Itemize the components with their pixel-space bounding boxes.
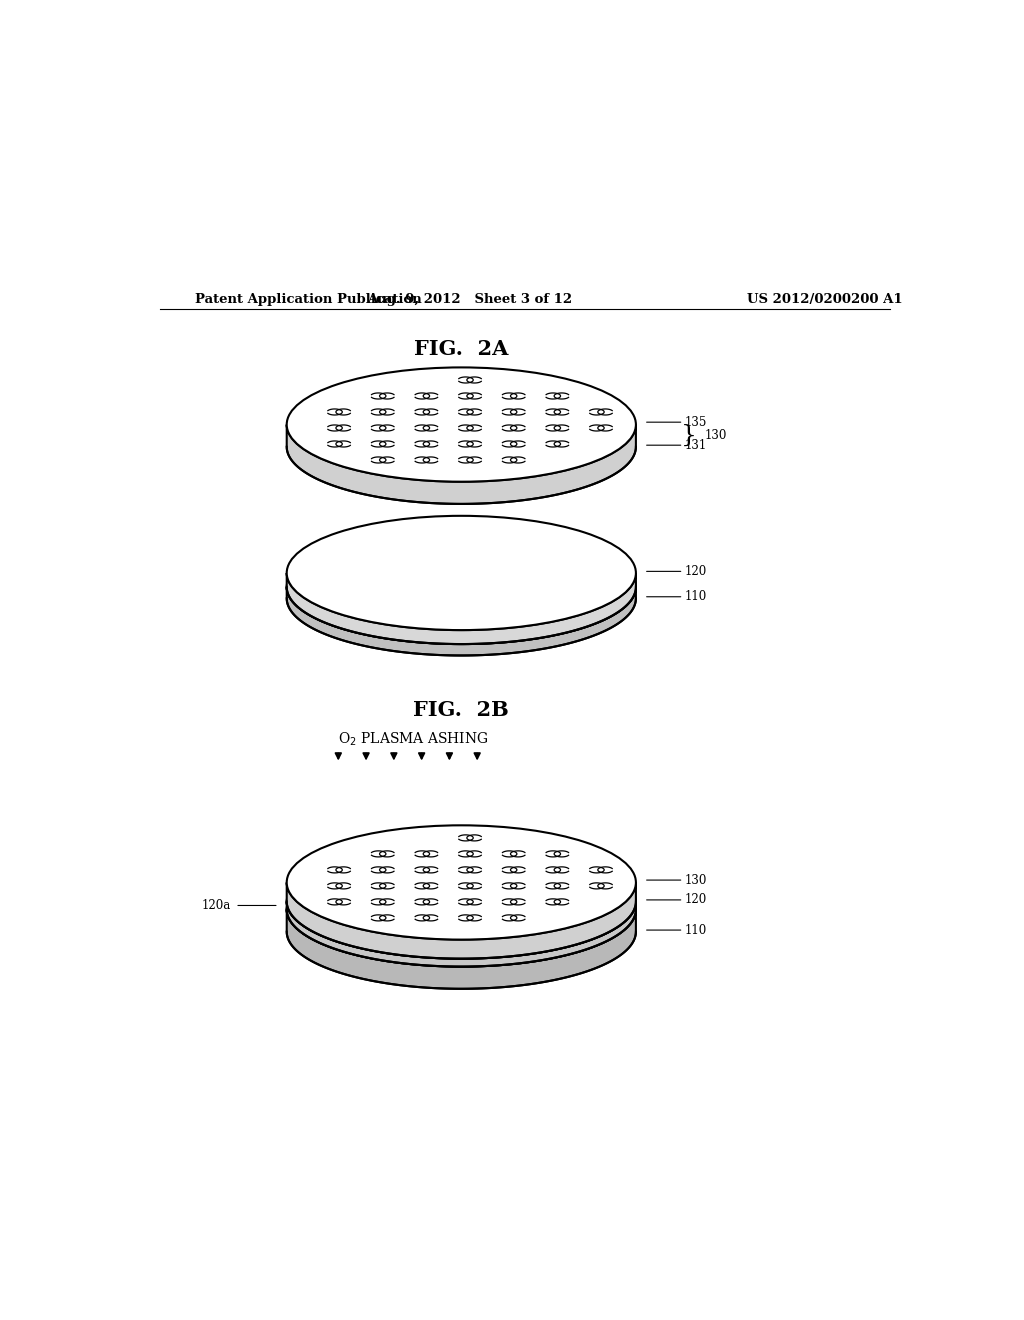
Text: 120: 120	[685, 894, 708, 907]
Text: 130: 130	[685, 874, 708, 887]
Text: Aug. 9, 2012   Sheet 3 of 12: Aug. 9, 2012 Sheet 3 of 12	[367, 293, 571, 306]
Text: FIG.  2B: FIG. 2B	[414, 700, 509, 721]
Text: 120a: 120a	[202, 899, 231, 912]
Ellipse shape	[287, 853, 636, 966]
Ellipse shape	[287, 825, 636, 940]
Text: US 2012/0200200 A1: US 2012/0200200 A1	[748, 293, 902, 306]
Text: 110: 110	[685, 590, 708, 603]
Ellipse shape	[287, 529, 636, 644]
Ellipse shape	[287, 516, 636, 630]
Polygon shape	[287, 425, 636, 504]
Polygon shape	[287, 902, 636, 966]
Text: 110: 110	[685, 924, 708, 937]
Text: Patent Application Publication: Patent Application Publication	[196, 293, 422, 306]
Text: O$_2$ PLASMA ASHING: O$_2$ PLASMA ASHING	[339, 731, 488, 748]
Polygon shape	[287, 909, 636, 989]
Ellipse shape	[287, 845, 636, 958]
Text: 131: 131	[685, 438, 708, 451]
Polygon shape	[287, 587, 636, 656]
Text: FIG.  2A: FIG. 2A	[414, 339, 509, 359]
Ellipse shape	[287, 367, 636, 482]
Text: }: }	[681, 424, 697, 447]
Text: 120: 120	[685, 565, 708, 578]
Text: 135: 135	[685, 416, 708, 429]
Text: 130: 130	[705, 429, 727, 442]
Polygon shape	[287, 573, 636, 644]
Polygon shape	[287, 883, 636, 958]
